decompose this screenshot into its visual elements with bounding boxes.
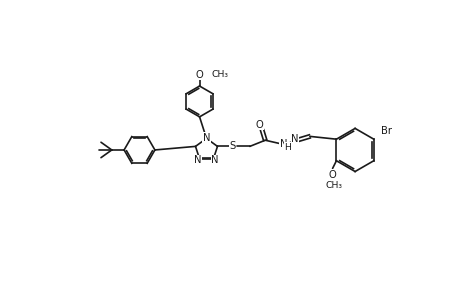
Text: N: N xyxy=(280,139,287,149)
Text: N: N xyxy=(291,134,298,145)
Text: N: N xyxy=(194,155,202,165)
Text: N: N xyxy=(211,155,218,165)
Text: O: O xyxy=(195,70,203,80)
Text: H: H xyxy=(284,143,291,152)
Text: Br: Br xyxy=(381,127,392,136)
Text: O: O xyxy=(328,169,336,180)
Text: CH₃: CH₃ xyxy=(325,181,342,190)
Text: O: O xyxy=(255,120,263,130)
Text: S: S xyxy=(229,141,235,152)
Text: N: N xyxy=(202,133,210,142)
Text: CH₃: CH₃ xyxy=(211,70,228,79)
